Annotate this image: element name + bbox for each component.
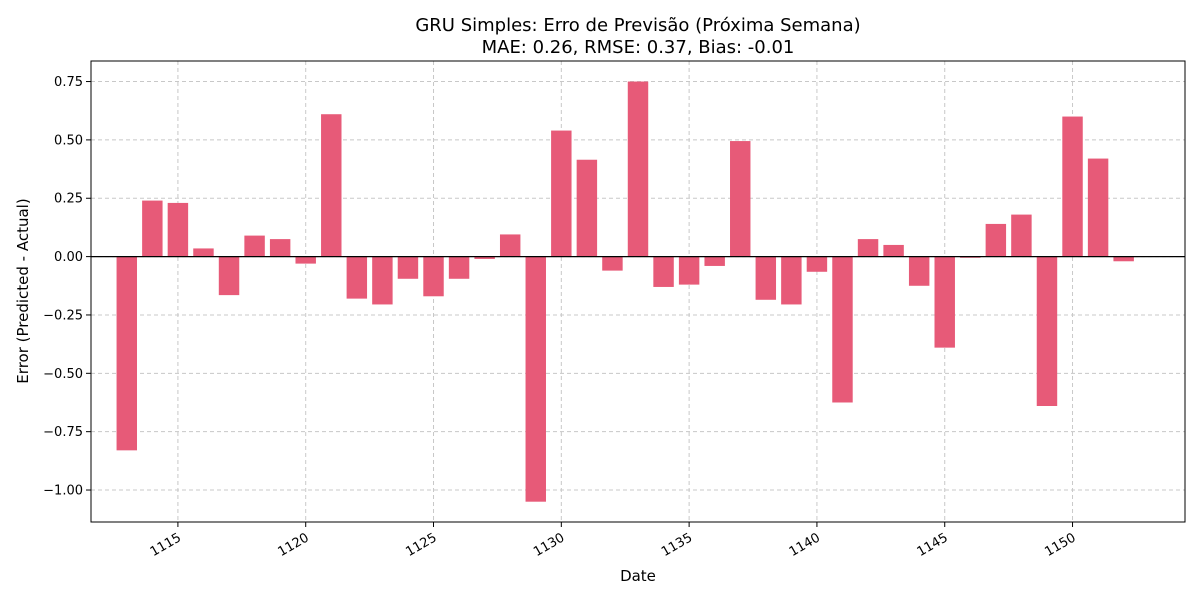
- bar: [1113, 256, 1134, 262]
- bar: [678, 256, 700, 285]
- bar: [653, 256, 674, 287]
- x-tick-label: 1135: [659, 530, 695, 560]
- bar: [908, 256, 930, 286]
- bar: [116, 256, 138, 451]
- x-axis-ticks: 1115 1120 1125 1130 1135 1140 1145 1150: [148, 522, 1079, 560]
- plot-frame: [90, 60, 1186, 523]
- y-tick-label: −0.50: [43, 367, 83, 382]
- chart-title-line1: GRU Simples: Erro de Previsão (Próxima S…: [415, 15, 860, 36]
- bar: [883, 244, 904, 257]
- y-tick-label: −1.00: [43, 484, 83, 499]
- bar: [295, 256, 316, 264]
- y-axis-ticks: 0.75 0.50 0.25 0.00 −0.25 −0.50 −0.75 −1.00: [43, 75, 91, 499]
- y-axis-label: Error (Predicted - Actual): [14, 198, 32, 383]
- bar: [474, 256, 495, 259]
- x-tick-label: 1125: [403, 530, 439, 560]
- bars: [116, 81, 1134, 502]
- bar: [1062, 116, 1083, 257]
- bar: [857, 239, 879, 257]
- bar: [244, 235, 265, 257]
- bar: [321, 114, 342, 257]
- bar: [525, 256, 546, 502]
- x-axis-label: Date: [620, 567, 656, 585]
- bar: [269, 239, 291, 257]
- bar: [985, 223, 1007, 257]
- bar: [167, 202, 189, 257]
- x-tick-label: 1140: [787, 530, 823, 560]
- bar: [499, 234, 521, 257]
- bar: [551, 130, 572, 257]
- bar: [832, 256, 853, 403]
- bar: [781, 256, 802, 305]
- x-tick-label: 1150: [1042, 530, 1078, 560]
- bar: [627, 81, 649, 257]
- y-tick-label: 0.75: [54, 75, 83, 90]
- bar: [372, 256, 393, 305]
- y-tick-label: 0.00: [54, 250, 83, 265]
- y-tick-label: −0.25: [43, 308, 83, 323]
- bar: [1011, 214, 1032, 257]
- bar: [806, 256, 828, 272]
- bar: [755, 256, 777, 300]
- bar: [730, 141, 751, 257]
- y-tick-label: 0.25: [54, 192, 83, 207]
- x-tick-label: 1115: [148, 530, 184, 560]
- y-tick-label: 0.50: [54, 133, 83, 148]
- bar: [423, 256, 444, 297]
- bar: [704, 256, 725, 266]
- chart-title-line2: MAE: 0.26, RMSE: 0.37, Bias: -0.01: [482, 37, 795, 58]
- bar: [934, 256, 955, 348]
- bar: [397, 256, 419, 279]
- bar: [193, 248, 214, 257]
- x-tick-label: 1120: [276, 530, 312, 560]
- bar: [576, 159, 598, 257]
- x-tick-label: 1145: [915, 530, 951, 560]
- bar: [1036, 256, 1058, 406]
- bar: [602, 256, 623, 271]
- y-tick-label: −0.75: [43, 425, 83, 440]
- bar: [1087, 158, 1109, 257]
- bar: [142, 200, 163, 257]
- bar: [448, 256, 470, 279]
- bar: [218, 256, 240, 296]
- bar: [346, 256, 368, 299]
- x-tick-label: 1130: [531, 530, 567, 560]
